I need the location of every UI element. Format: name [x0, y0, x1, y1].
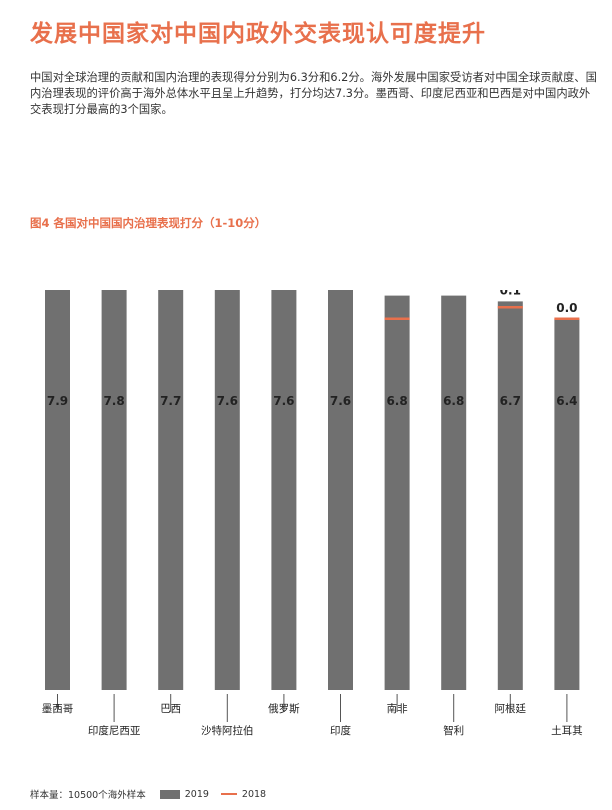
change-label: 0.1 — [500, 290, 521, 297]
bar-2019 — [45, 290, 70, 691]
bar-2019 — [101, 290, 127, 690]
bar-chart: 7.90.4墨西哥7.80.2印度尼西亚7.70.2巴西7.60.2沙特阿拉伯7… — [42, 290, 583, 737]
bar-value-label: 6.8 — [443, 394, 464, 408]
bar-2019 — [328, 290, 353, 690]
category-label: 印度 — [330, 724, 351, 737]
legend-label-2018: 2018 — [241, 788, 267, 800]
bar-value-label: 7.6 — [273, 394, 294, 408]
category-label: 沙特阿拉伯 — [201, 724, 254, 737]
chart-title: 图4 各国对中国国内治理表现打分（1-10分） — [30, 216, 267, 230]
bar-2019 — [271, 290, 297, 690]
bar-value-label: 6.8 — [386, 394, 407, 408]
category-label: 南非 — [387, 702, 408, 715]
bar-value-label: 7.9 — [47, 394, 68, 408]
bar-value-label: 7.6 — [330, 394, 351, 408]
bar-value-label: 7.7 — [160, 394, 181, 408]
bar-value-label: 7.8 — [103, 394, 124, 408]
page-headline: 发展中国家对中国内政外交表现认可度提升 — [30, 21, 486, 47]
category-label: 巴西 — [160, 703, 181, 715]
change-label: 0.0 — [556, 301, 577, 315]
category-label: 土耳其 — [551, 724, 583, 737]
chart-legend: 样本量：10500个海外样本 2019 2018 — [30, 787, 267, 802]
bar-2019 — [441, 295, 467, 690]
change-label: 0.4 — [386, 290, 407, 292]
legend-swatch-2018 — [220, 793, 237, 795]
bar-value-label: 6.7 — [500, 394, 521, 408]
bar-2019 — [384, 295, 410, 690]
legend-swatch-2019 — [159, 789, 180, 799]
category-label: 俄罗斯 — [268, 702, 300, 715]
sample-size-note: 样本量：10500个海外样本 — [30, 790, 146, 801]
category-label: 阿根廷 — [495, 702, 527, 715]
bar-2019 — [554, 318, 580, 690]
bar-value-label: 6.4 — [556, 394, 577, 408]
bar-2019 — [497, 301, 523, 690]
bar-value-label: 7.6 — [217, 394, 238, 408]
bar-2019 — [158, 290, 184, 690]
category-label: 智利 — [443, 724, 464, 737]
category-label: 印度尼西亚 — [88, 724, 141, 737]
intro-paragraph: 中国对全球治理的贡献和国内治理的表现得分分别为6.3分和6.2分。海外发展中国家… — [30, 71, 597, 116]
bar-2019 — [214, 290, 240, 690]
category-label: 墨西哥 — [42, 703, 74, 715]
legend-label-2019: 2019 — [184, 788, 209, 800]
